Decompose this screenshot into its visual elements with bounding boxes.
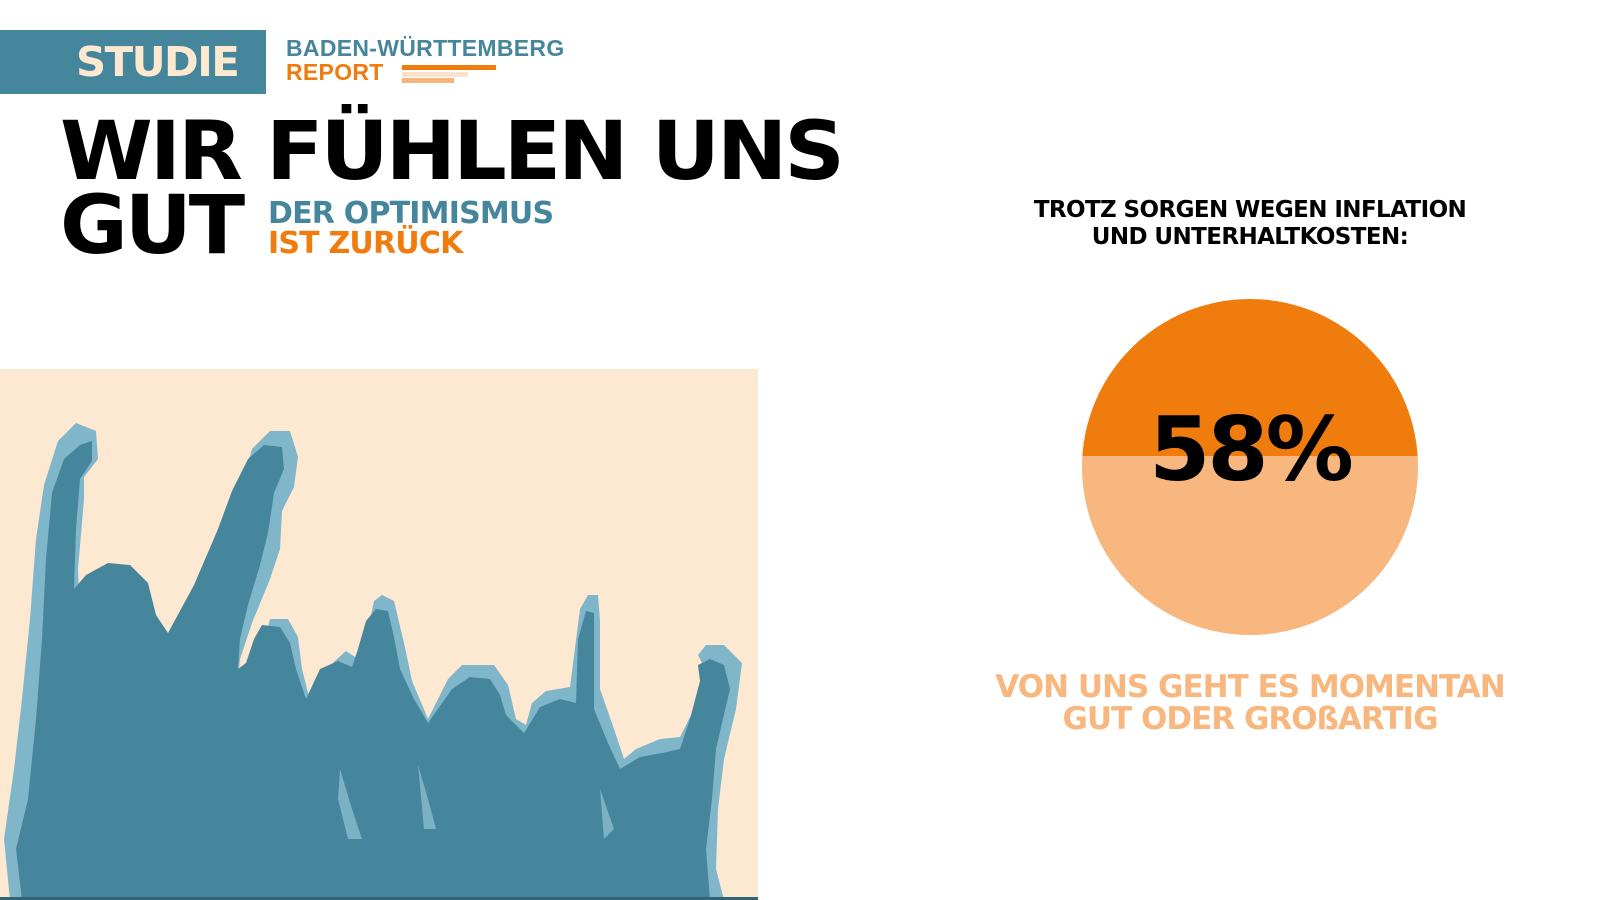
- percentage-circle-chart: [1082, 299, 1418, 635]
- logo-bar-1: [402, 65, 496, 70]
- headline-line-2: GUT: [60, 179, 245, 273]
- caption-line-2: GUT ODER GROßARTIG: [1062, 701, 1438, 737]
- brand-logo: BADEN-WÜRTTEMBERG REPORT: [286, 36, 565, 85]
- logo-line-report: REPORT: [286, 59, 384, 85]
- logo-bars-icon: [402, 65, 498, 85]
- bottom-edge: [0, 897, 758, 900]
- studie-label: STUDIE: [76, 38, 240, 86]
- pie-bottom-half: [1082, 456, 1418, 635]
- subtitle-line-2: IST ZURÜCK: [268, 226, 463, 261]
- logo-line-region: BADEN-WÜRTTEMBERG: [286, 35, 565, 61]
- infographic-caption: VON UNS GEHT ES MOMENTAN GUT ODER GROßAR…: [950, 671, 1550, 735]
- logo-bar-3: [402, 78, 454, 83]
- subtitle-line-1: DER OPTIMISMUS: [268, 196, 554, 231]
- studie-badge: STUDIE: [0, 30, 266, 94]
- illustration-panel: [0, 369, 758, 900]
- pie-top-half: [1082, 299, 1418, 456]
- subtitle: DER OPTIMISMUS IST ZURÜCK: [268, 196, 554, 261]
- crowd-silhouette-icon: [0, 423, 758, 900]
- kicker-line-1: TROTZ SORGEN WEGEN INFLATION: [1033, 197, 1467, 223]
- caption-line-1: VON UNS GEHT ES MOMENTAN: [995, 669, 1505, 705]
- percentage-value: 58%: [1149, 398, 1354, 501]
- logo-bar-2: [402, 72, 468, 77]
- infographic-kicker: TROTZ SORGEN WEGEN INFLATION UND UNTERHA…: [990, 197, 1510, 251]
- kicker-line-2: UND UNTERHALTKOSTEN:: [1091, 224, 1409, 250]
- headline-line-1: WIR FÜHLEN UNS: [60, 105, 845, 199]
